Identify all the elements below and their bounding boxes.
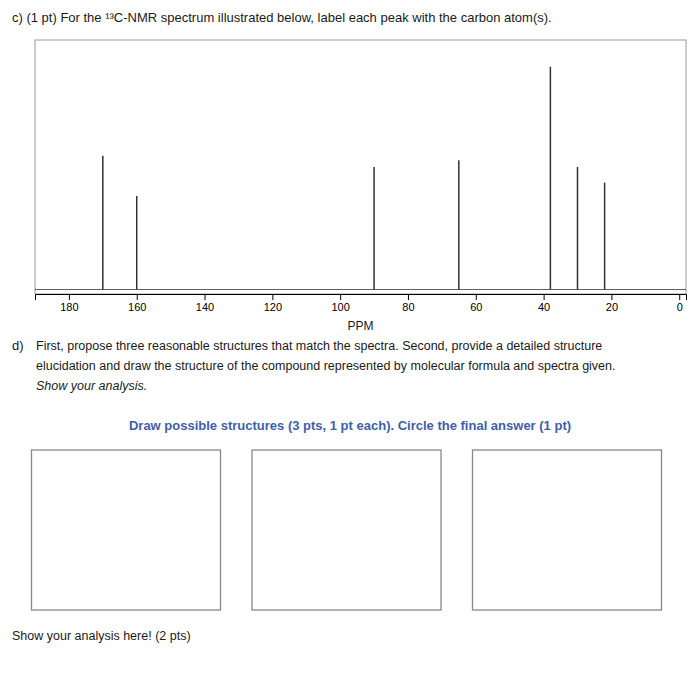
footer: Show your analysis here! (2 pts) — [12, 629, 191, 643]
peak — [577, 167, 579, 290]
x-tick-label: 140 — [196, 301, 214, 313]
x-tick: 120 — [264, 294, 282, 313]
answer-box — [473, 450, 662, 610]
x-tick: 100 — [331, 294, 349, 313]
x-tick-mark — [69, 294, 70, 300]
peak — [550, 67, 552, 290]
answer-box — [252, 450, 441, 610]
peak — [136, 196, 138, 290]
x-tick-label: 0 — [677, 301, 683, 313]
x-tick-mark — [408, 294, 409, 300]
x-tick: 160 — [128, 294, 146, 313]
x-tick-mark — [679, 294, 680, 300]
x-tick: 80 — [402, 294, 414, 313]
plot-frame — [35, 40, 686, 294]
x-tick-mark — [476, 294, 477, 300]
x-tick-mark — [340, 294, 341, 300]
subtitle: Draw possible structures (3 pts, 1 pt ea… — [129, 418, 571, 433]
peak — [604, 183, 606, 290]
peak — [373, 167, 375, 290]
x-tick-mark — [137, 294, 138, 300]
x-tick: 140 — [196, 294, 214, 313]
x-tick-label: 160 — [128, 301, 146, 313]
x-tick: 20 — [606, 294, 618, 313]
x-tick-label: 180 — [60, 301, 78, 313]
x-tick-label: 120 — [264, 301, 282, 313]
annotation: elucidation and draw the structure of th… — [36, 359, 616, 373]
x-axis-line — [36, 295, 687, 301]
peak — [102, 156, 104, 290]
annotation: Show your analysis. — [36, 379, 147, 393]
x-tick-label: 20 — [606, 301, 618, 313]
x-tick-label: 60 — [470, 301, 482, 313]
baseline — [35, 289, 686, 290]
x-tick-mark — [611, 294, 612, 300]
annotation: First, propose three reasonable structur… — [36, 339, 602, 353]
x-tick-mark — [205, 294, 206, 300]
x-tick-mark — [544, 294, 545, 300]
x-axis-title: PPM — [347, 319, 373, 333]
x-tick-label: 80 — [402, 301, 414, 313]
x-tick-mark — [272, 294, 273, 300]
x-tick-label: 40 — [538, 301, 550, 313]
annotation: d) — [12, 338, 24, 353]
answer-box — [32, 450, 221, 610]
x-tick-label: 100 — [331, 301, 349, 313]
title: c) (1 pt) For the ¹³C-NMR spectrum illus… — [12, 10, 552, 25]
spectrum — [35, 67, 686, 290]
x-tick: 40 — [538, 294, 550, 313]
x-tick: 60 — [470, 294, 482, 313]
x-tick: 180 — [60, 294, 78, 313]
x-axis: 180 160 140 120 100 80 60 40 20 0 — [36, 294, 687, 313]
figure: c) (1 pt) For the ¹³C-NMR spectrum illus… — [0, 0, 700, 679]
x-tick: 0 — [677, 294, 683, 313]
plot: 180 160 140 120 100 80 60 40 20 0 PPM — [35, 40, 687, 333]
peak — [458, 160, 460, 289]
